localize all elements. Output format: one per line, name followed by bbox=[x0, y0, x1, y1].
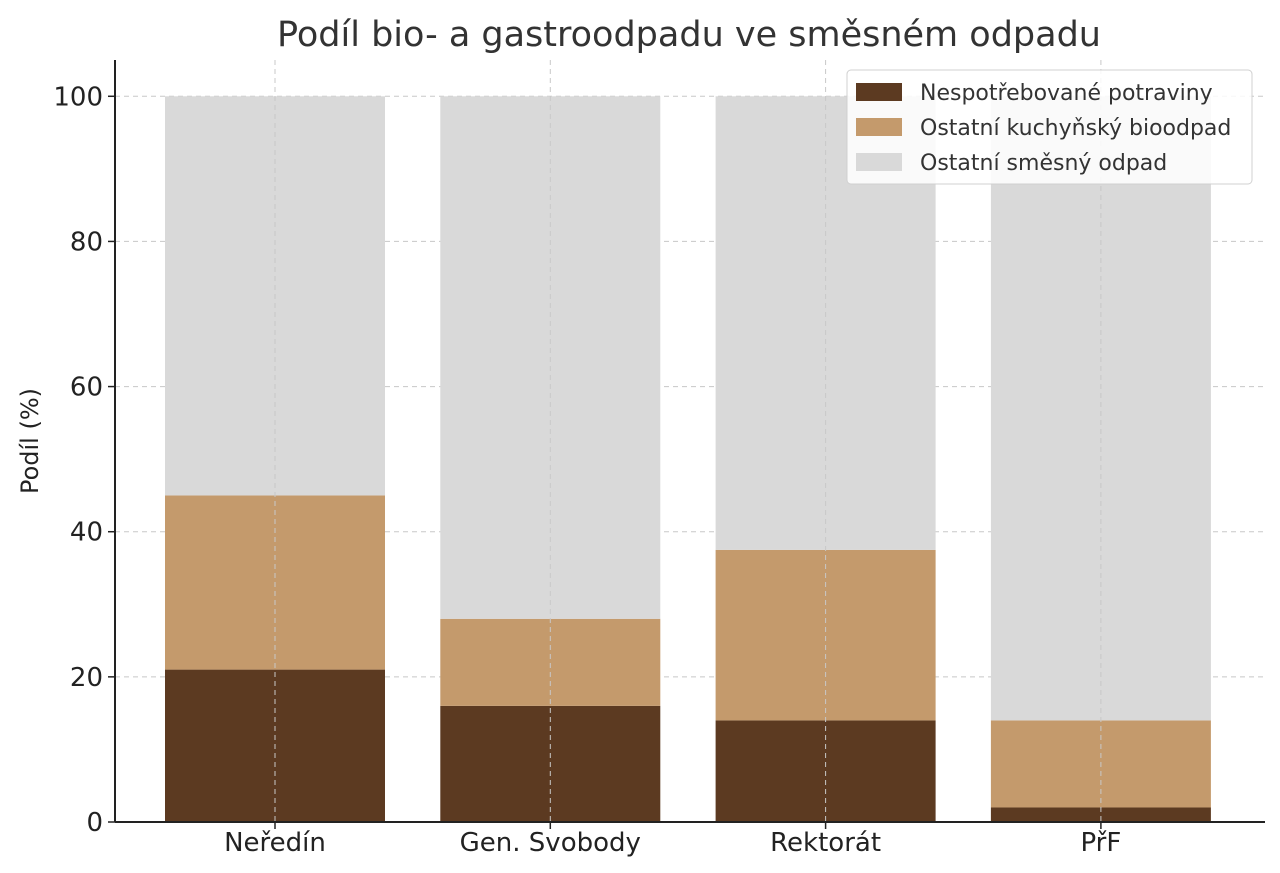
y-tick-label: 80 bbox=[70, 227, 103, 257]
legend-label: Ostatní kuchyňský bioodpad bbox=[920, 116, 1231, 141]
bars bbox=[165, 96, 1211, 822]
tick-labels: 0 20 40 60 80 100 Neředín Gen. Svobody Rektorát P… bbox=[53, 82, 1121, 858]
y-tick-label: 0 bbox=[86, 808, 103, 838]
legend: Nespotřebované potraviny Ostatní kuchyňsk… bbox=[846, 69, 1253, 185]
y-tick-label: 60 bbox=[70, 373, 103, 403]
legend-swatch bbox=[856, 118, 902, 136]
y-tick-label: 20 bbox=[70, 663, 103, 693]
y-tick-label: 40 bbox=[70, 518, 103, 548]
x-tick-label: Rektorát bbox=[770, 828, 881, 858]
vertical-grid bbox=[274, 60, 1102, 822]
legend-box bbox=[846, 69, 1253, 185]
y-tick-label: 100 bbox=[53, 82, 103, 112]
bar-segment bbox=[990, 807, 1211, 822]
y-axis-label: Podíl (%) bbox=[16, 388, 44, 494]
bar-segment bbox=[990, 96, 1211, 721]
legend-label: Ostatní směsný odpad bbox=[920, 151, 1167, 176]
x-tick-label: PřF bbox=[1080, 828, 1121, 858]
chart-title: Podíl bio- a gastroodpadu ve směsném odp… bbox=[277, 15, 1101, 55]
legend-label: Nespotřebované potraviny bbox=[920, 81, 1213, 106]
legend-swatch bbox=[856, 153, 902, 171]
axes bbox=[114, 60, 1265, 823]
x-tick-label: Gen. Svobody bbox=[460, 828, 641, 858]
x-tick-label: Neředín bbox=[224, 828, 326, 858]
legend-swatch bbox=[856, 83, 902, 101]
